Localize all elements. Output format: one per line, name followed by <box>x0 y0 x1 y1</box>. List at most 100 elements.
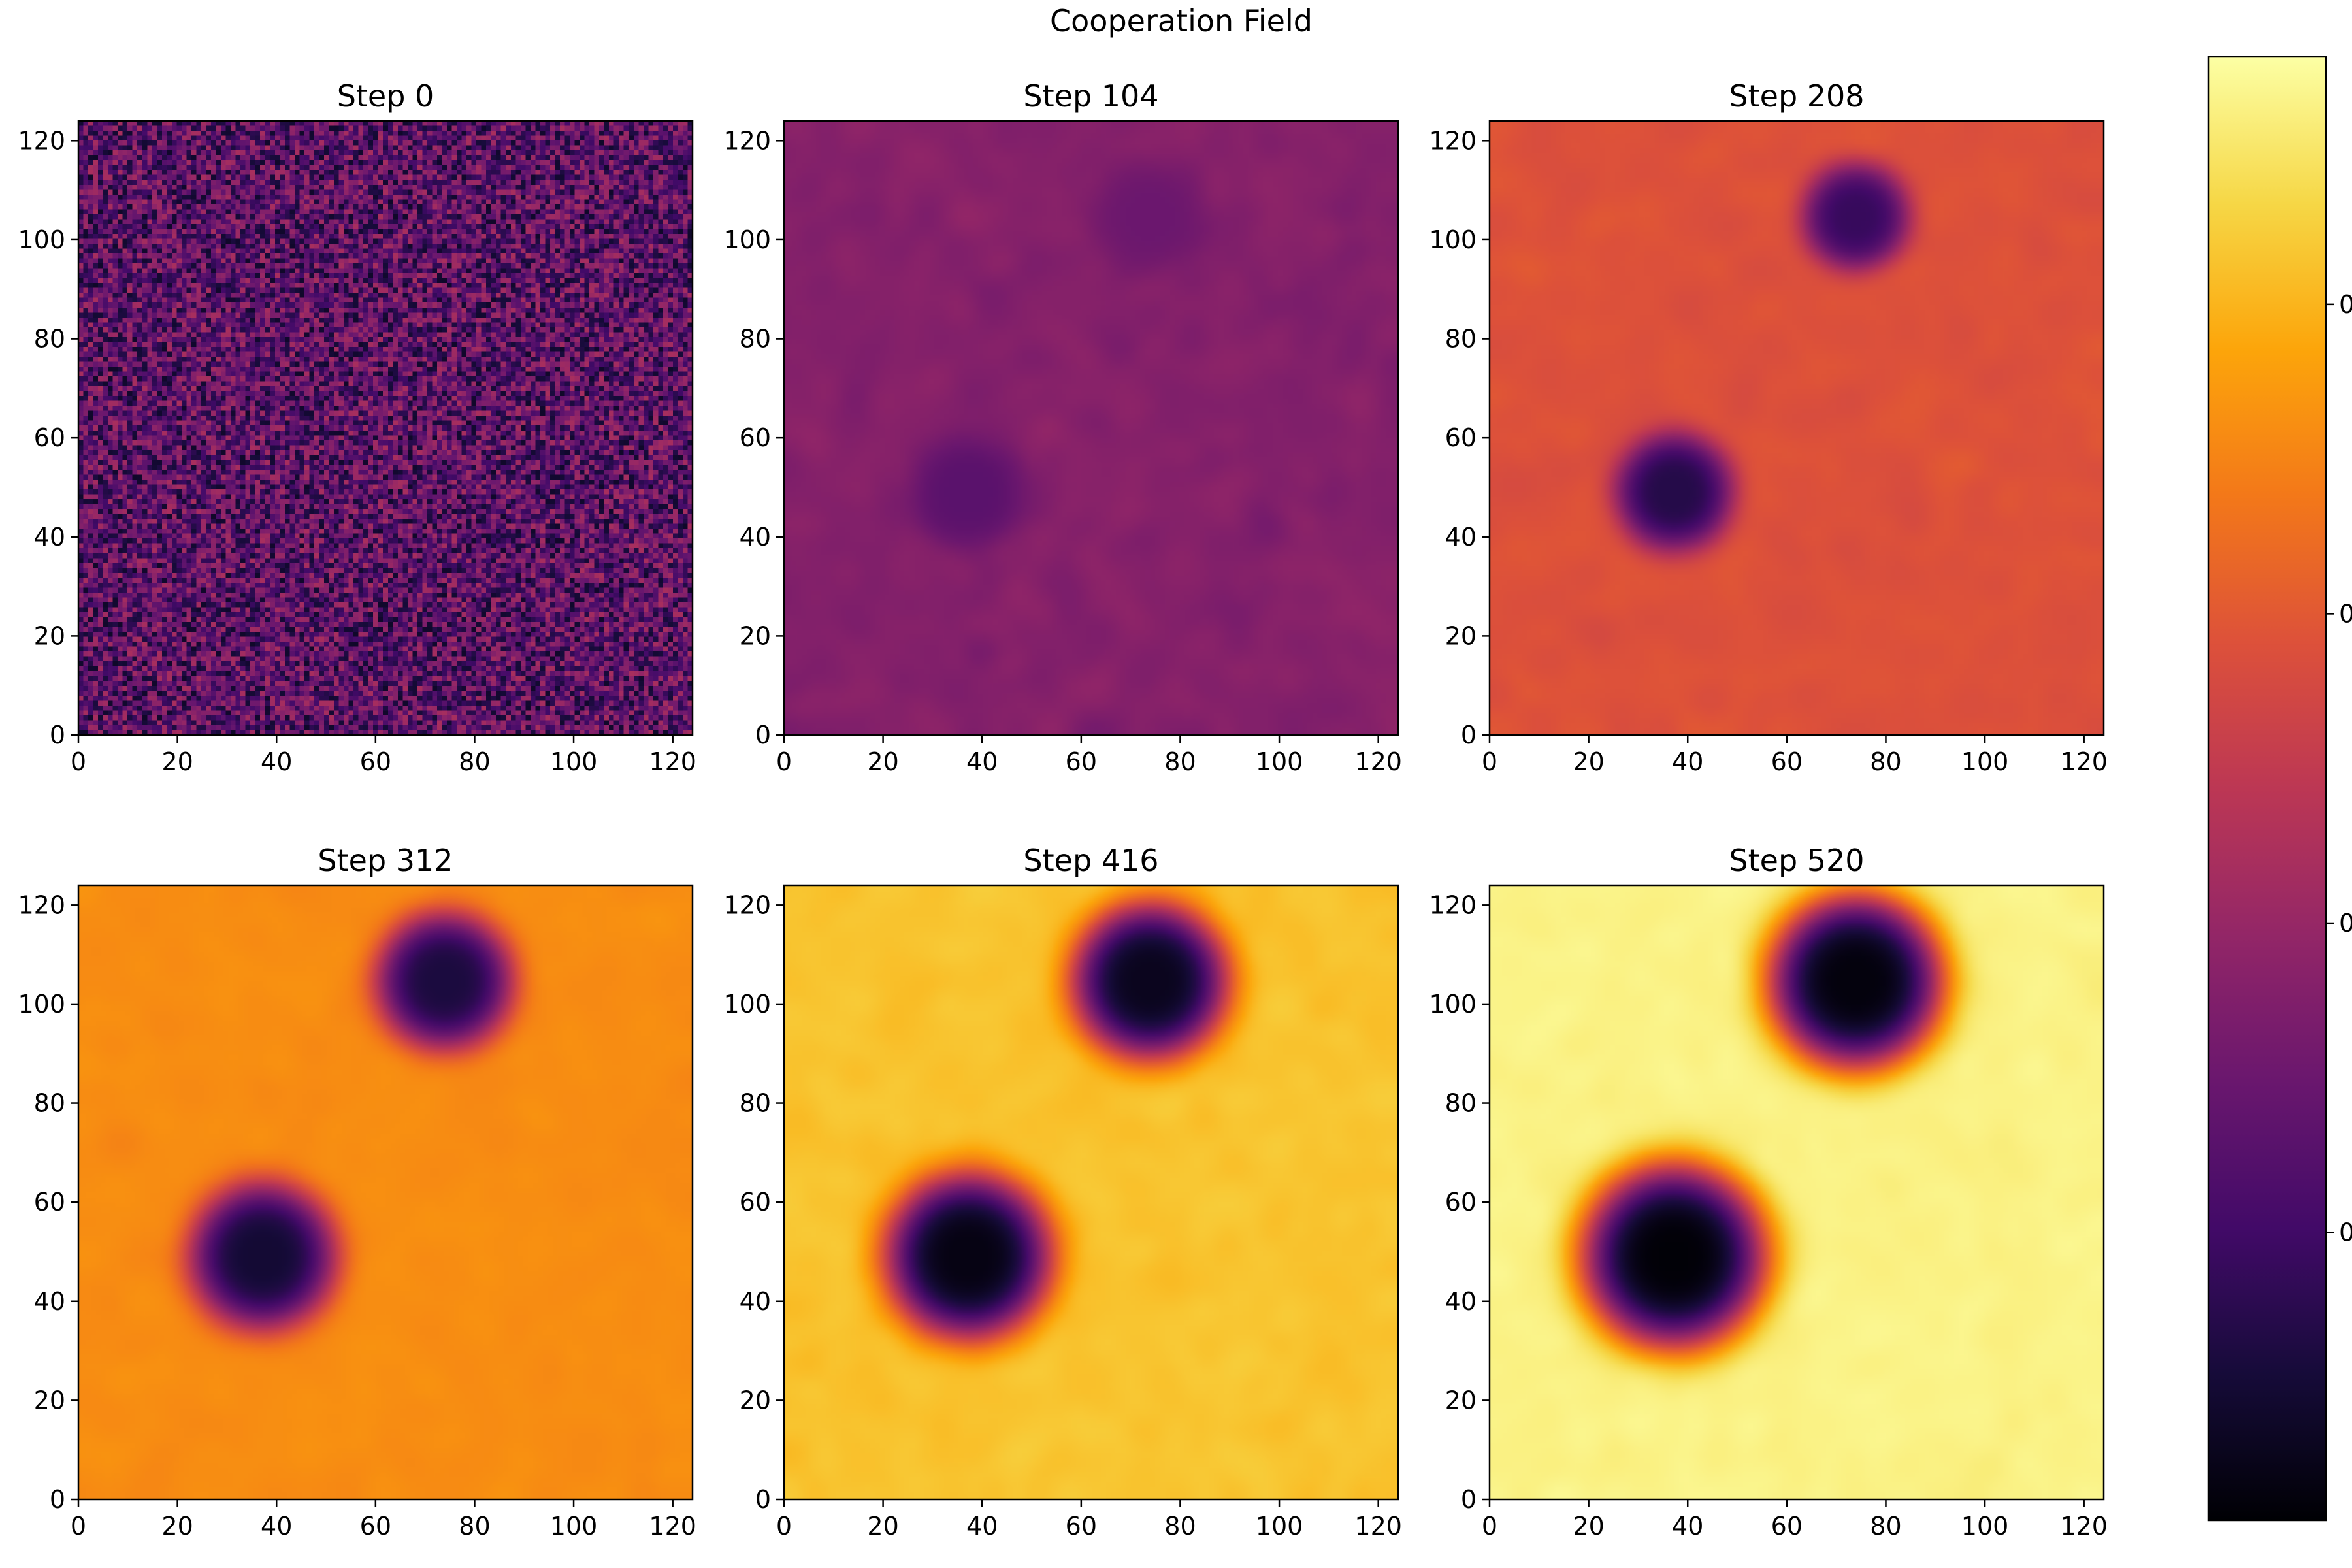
heatmap-image <box>1490 121 2104 735</box>
x-tick-label: 120 <box>2060 747 2108 776</box>
y-tick-label: 80 <box>1445 325 1477 353</box>
x-tick-label: 80 <box>459 747 490 776</box>
x-tick-label: 120 <box>649 747 696 776</box>
y-tick-label: 60 <box>34 423 65 452</box>
x-tick-label: 40 <box>1672 1512 1703 1541</box>
y-tick-label: 0 <box>1461 1485 1477 1514</box>
x-tick-label: 40 <box>261 1512 292 1541</box>
axes-frame <box>1488 884 2105 1501</box>
y-tick-label: 0 <box>50 721 65 749</box>
heatmap-panel: Step 312 0 20 40 60 80 100 120 0 20 40 60 80 100 120 <box>18 843 696 1541</box>
x-tick-label: 60 <box>1066 747 1097 776</box>
y-tick-label: 40 <box>34 1287 65 1316</box>
figure-title: Cooperation Field <box>1050 3 1313 39</box>
heatmap-image <box>78 121 693 735</box>
x-tick-label: 60 <box>360 1512 391 1541</box>
y-tick-label: 60 <box>1445 1188 1477 1217</box>
y-tick-label: 20 <box>34 621 65 650</box>
x-tick-label: 0 <box>1482 747 1497 776</box>
y-tick-label: 60 <box>1445 423 1477 452</box>
y-tick-label: 40 <box>740 1287 771 1316</box>
axes-frame <box>1488 120 2105 736</box>
y-tick-label: 60 <box>740 423 771 452</box>
panel-title: Step 208 <box>1729 78 1864 114</box>
y-tick-label: 0 <box>755 721 771 749</box>
heatmap-panels: Step 0 0 20 40 60 80 100 120 0 20 40 60 80 100 120 Step… <box>18 78 2107 1541</box>
y-tick-label: 60 <box>34 1188 65 1217</box>
axes-frame <box>783 884 1399 1501</box>
heatmap-image <box>78 885 693 1499</box>
heatmap-panel: Step 520 0 20 40 60 80 100 120 0 20 40 60 80 100 120 <box>1429 843 2107 1541</box>
x-tick-label: 20 <box>1573 1512 1604 1541</box>
panel-title: Step 520 <box>1729 843 1864 878</box>
x-tick-label: 0 <box>71 747 86 776</box>
y-tick-label: 100 <box>1429 225 1477 254</box>
x-tick-label: 20 <box>867 1512 898 1541</box>
x-tick-label: 100 <box>550 747 598 776</box>
x-tick-label: 60 <box>1066 1512 1097 1541</box>
y-tick-label: 120 <box>1429 890 1477 919</box>
heatmap-panel: Step 104 0 20 40 60 80 100 120 0 20 40 60 80 100 120 <box>723 78 1401 776</box>
y-tick-label: 100 <box>1429 990 1477 1019</box>
panel-title: Step 416 <box>1023 843 1158 878</box>
y-tick-label: 80 <box>34 325 65 353</box>
x-tick-label: 100 <box>1961 1512 2009 1541</box>
colorbar-gradient <box>2207 56 2327 1522</box>
y-tick-label: 0 <box>755 1485 771 1514</box>
x-tick-label: 100 <box>1961 747 2009 776</box>
x-tick-label: 20 <box>867 747 898 776</box>
x-tick-label: 0 <box>1482 1512 1497 1541</box>
heatmap-panel: Step 208 0 20 40 60 80 100 120 0 20 40 60 80 100 120 <box>1429 78 2107 776</box>
x-tick-label: 80 <box>1870 1512 1901 1541</box>
y-tick-label: 100 <box>18 225 65 254</box>
y-tick-label: 20 <box>1445 621 1477 650</box>
heatmap-image <box>784 121 1398 735</box>
y-tick-label: 60 <box>740 1188 771 1217</box>
y-tick-label: 20 <box>740 621 771 650</box>
heatmap-panel: Step 416 0 20 40 60 80 100 120 0 20 40 60 80 100 120 <box>723 843 1401 1541</box>
y-tick-label: 120 <box>18 126 65 155</box>
heatmap-image <box>784 885 1398 1499</box>
x-tick-label: 60 <box>1771 1512 1803 1541</box>
y-tick-label: 40 <box>740 523 771 551</box>
y-tick-label: 100 <box>723 225 771 254</box>
x-tick-label: 120 <box>1354 747 1402 776</box>
y-tick-label: 0 <box>1461 721 1477 749</box>
x-tick-label: 120 <box>1354 1512 1402 1541</box>
y-tick-label: 120 <box>723 890 771 919</box>
y-tick-label: 100 <box>723 990 771 1019</box>
y-tick-label: 40 <box>34 523 65 551</box>
x-tick-label: 0 <box>71 1512 86 1541</box>
x-tick-label: 120 <box>649 1512 696 1541</box>
axes-frame <box>77 120 694 736</box>
colorbar-tick-label: 0.2 <box>2339 909 2352 938</box>
panel-title: Step 104 <box>1023 78 1158 114</box>
y-tick-label: 20 <box>34 1386 65 1414</box>
x-tick-label: 120 <box>2060 1512 2108 1541</box>
heatmap-panel: Step 0 0 20 40 60 80 100 120 0 20 40 60 80 100 120 <box>18 78 696 776</box>
panel-title: Step 0 <box>337 78 434 114</box>
y-tick-label: 120 <box>18 890 65 919</box>
x-tick-label: 0 <box>776 747 792 776</box>
x-tick-label: 80 <box>1164 747 1196 776</box>
x-tick-label: 100 <box>550 1512 598 1541</box>
colorbar: 0.1 0.2 0.3 0.4 <box>2207 56 2352 1522</box>
y-tick-label: 120 <box>723 126 771 155</box>
x-tick-label: 40 <box>966 747 998 776</box>
y-tick-label: 80 <box>740 1089 771 1118</box>
y-tick-label: 80 <box>34 1089 65 1118</box>
y-tick-label: 120 <box>1429 126 1477 155</box>
x-tick-label: 20 <box>161 747 193 776</box>
x-tick-label: 80 <box>459 1512 490 1541</box>
x-tick-label: 100 <box>1256 747 1303 776</box>
x-tick-label: 40 <box>261 747 292 776</box>
y-tick-label: 0 <box>50 1485 65 1514</box>
y-tick-label: 40 <box>1445 523 1477 551</box>
x-tick-label: 20 <box>1573 747 1604 776</box>
x-tick-label: 0 <box>776 1512 792 1541</box>
y-tick-label: 40 <box>1445 1287 1477 1316</box>
heatmap-image <box>1490 885 2104 1499</box>
x-tick-label: 40 <box>966 1512 998 1541</box>
x-tick-label: 40 <box>1672 747 1703 776</box>
